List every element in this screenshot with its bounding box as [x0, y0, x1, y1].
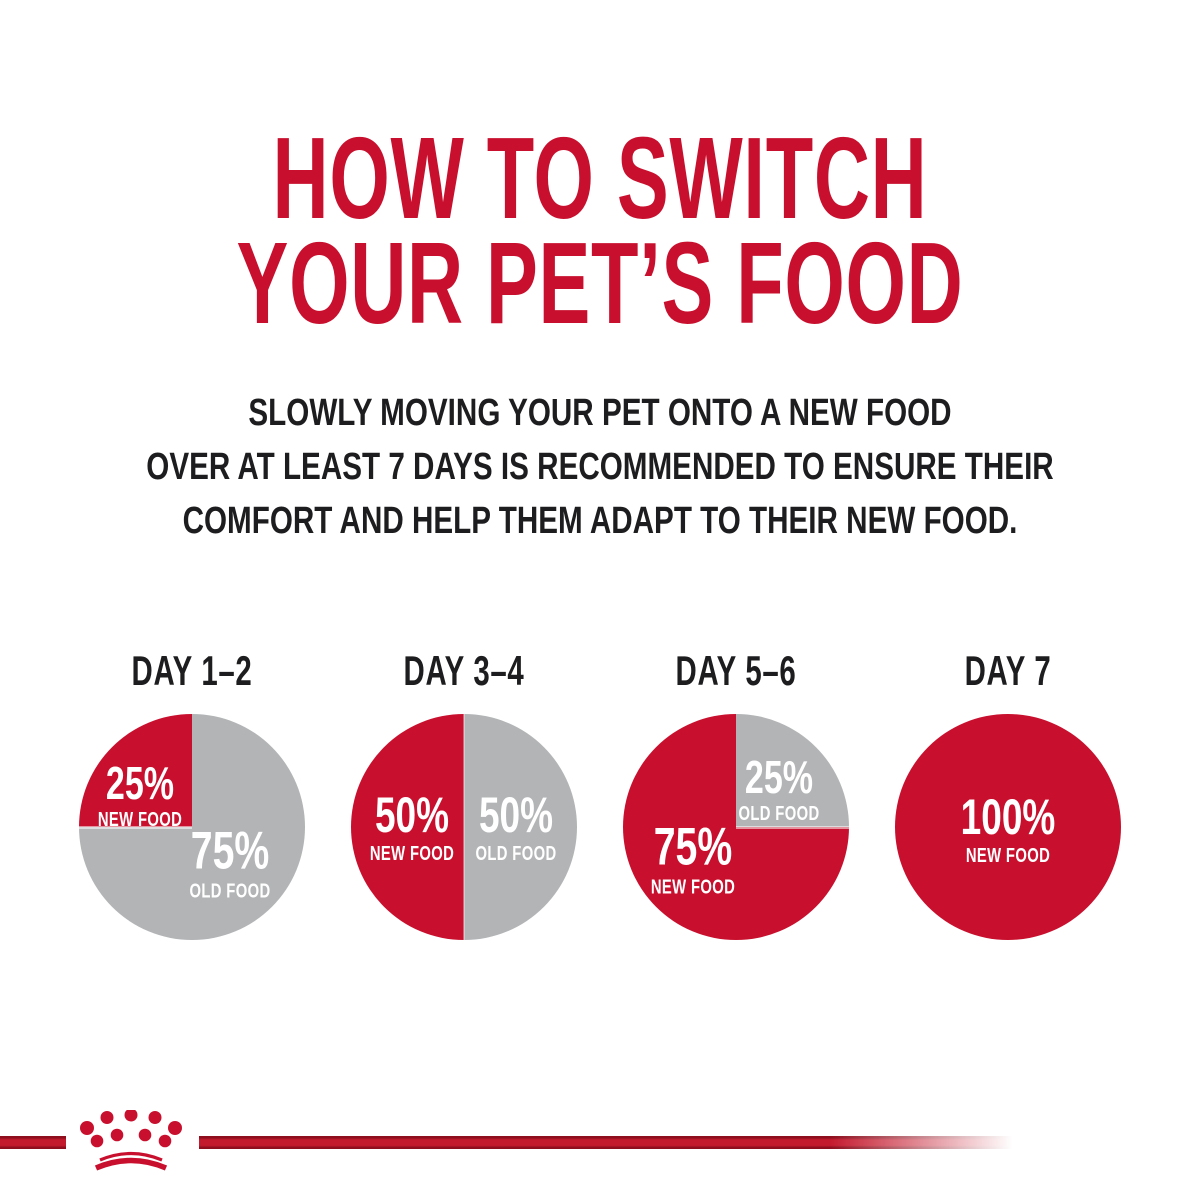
slice-percent: 50% — [374, 787, 450, 843]
pie-chart-day-7: 100% NEW FOOD — [895, 714, 1121, 940]
intro-line-2: OVER AT LEAST 7 DAYS IS RECOMMENDED TO E… — [146, 446, 1054, 488]
slice-label-old-food: 75% OLD FOOD — [190, 825, 271, 902]
intro-line-3: COMFORT AND HELP THEM ADAPT TO THEIR NEW… — [182, 500, 1018, 542]
stage-label-day-7: DAY 7 — [964, 647, 1052, 694]
slice-name: NEW FOOD — [369, 843, 455, 865]
slice-name: NEW FOOD — [97, 809, 183, 832]
stage-day-1-2: DAY 1–2 25% NEW FOOD 75% OLD FOOD — [56, 650, 328, 940]
slice-label-new-food: 25% NEW FOOD — [98, 760, 182, 830]
slice-name: OLD FOOD — [738, 802, 820, 825]
stage-day-5-6: DAY 5–6 25% OLD FOOD 75% NEW FOOD — [600, 650, 872, 940]
page-title: HOW TO SWITCH YOUR PET’S FOOD — [198, 120, 1002, 341]
stage-day-7: DAY 7 100% NEW FOOD — [872, 650, 1144, 940]
stage-day-3-4: DAY 3–4 50% NEW FOOD 50% OLD FOOD — [328, 650, 600, 940]
slice-name: OLD FOOD — [189, 880, 271, 903]
slice-name: NEW FOOD — [965, 845, 1051, 868]
slice-divider — [79, 826, 192, 829]
slice-label-new-food: 75% NEW FOOD — [651, 820, 735, 897]
slice-label-new-food: 100% NEW FOOD — [961, 792, 1056, 866]
title-line-2: YOUR PET’S FOOD — [236, 218, 964, 348]
transition-schedule-charts: DAY 1–2 25% NEW FOOD 75% OLD FOOD DAY 3–… — [0, 650, 1200, 940]
intro-line-1: SLOWLY MOVING YOUR PET ONTO A NEW FOOD — [248, 392, 952, 434]
slice-label-old-food: 25% OLD FOOD — [738, 754, 819, 824]
slice-label-old-food: 50% OLD FOOD — [475, 790, 556, 864]
title-line-1: HOW TO SWITCH — [272, 113, 928, 243]
divider-line-left — [0, 1136, 66, 1149]
slice-percent: 50% — [478, 787, 553, 843]
stage-label-day-1-2: DAY 1–2 — [131, 647, 253, 694]
slice-percent: 25% — [105, 757, 175, 810]
slice-percent: 25% — [744, 750, 814, 803]
slice-percent: 75% — [653, 817, 733, 877]
slice-percent: 75% — [191, 821, 270, 881]
pie-chart-day-1-2: 25% NEW FOOD 75% OLD FOOD — [79, 714, 305, 940]
pie-chart-day-5-6: 25% OLD FOOD 75% NEW FOOD — [623, 714, 849, 940]
pie-chart-day-3-4: 50% NEW FOOD 50% OLD FOOD — [351, 714, 577, 940]
divider-line-right — [199, 1136, 1029, 1149]
slice-percent: 100% — [960, 789, 1056, 846]
slice-name: OLD FOOD — [475, 843, 557, 865]
header: HOW TO SWITCH YOUR PET’S FOOD SLOWLY MOVI… — [0, 0, 1200, 548]
royal-canin-crown-paw-logo-icon — [80, 1110, 182, 1171]
slice-label-new-food: 50% NEW FOOD — [370, 790, 454, 864]
slice-divider — [736, 826, 849, 829]
slice-name: NEW FOOD — [650, 876, 736, 899]
slice-divider — [463, 714, 465, 940]
intro-text: SLOWLY MOVING YOUR PET ONTO A NEW FOOD OV… — [132, 386, 1068, 548]
stage-label-day-5-6: DAY 5–6 — [675, 647, 797, 694]
stage-label-day-3-4: DAY 3–4 — [403, 647, 525, 694]
